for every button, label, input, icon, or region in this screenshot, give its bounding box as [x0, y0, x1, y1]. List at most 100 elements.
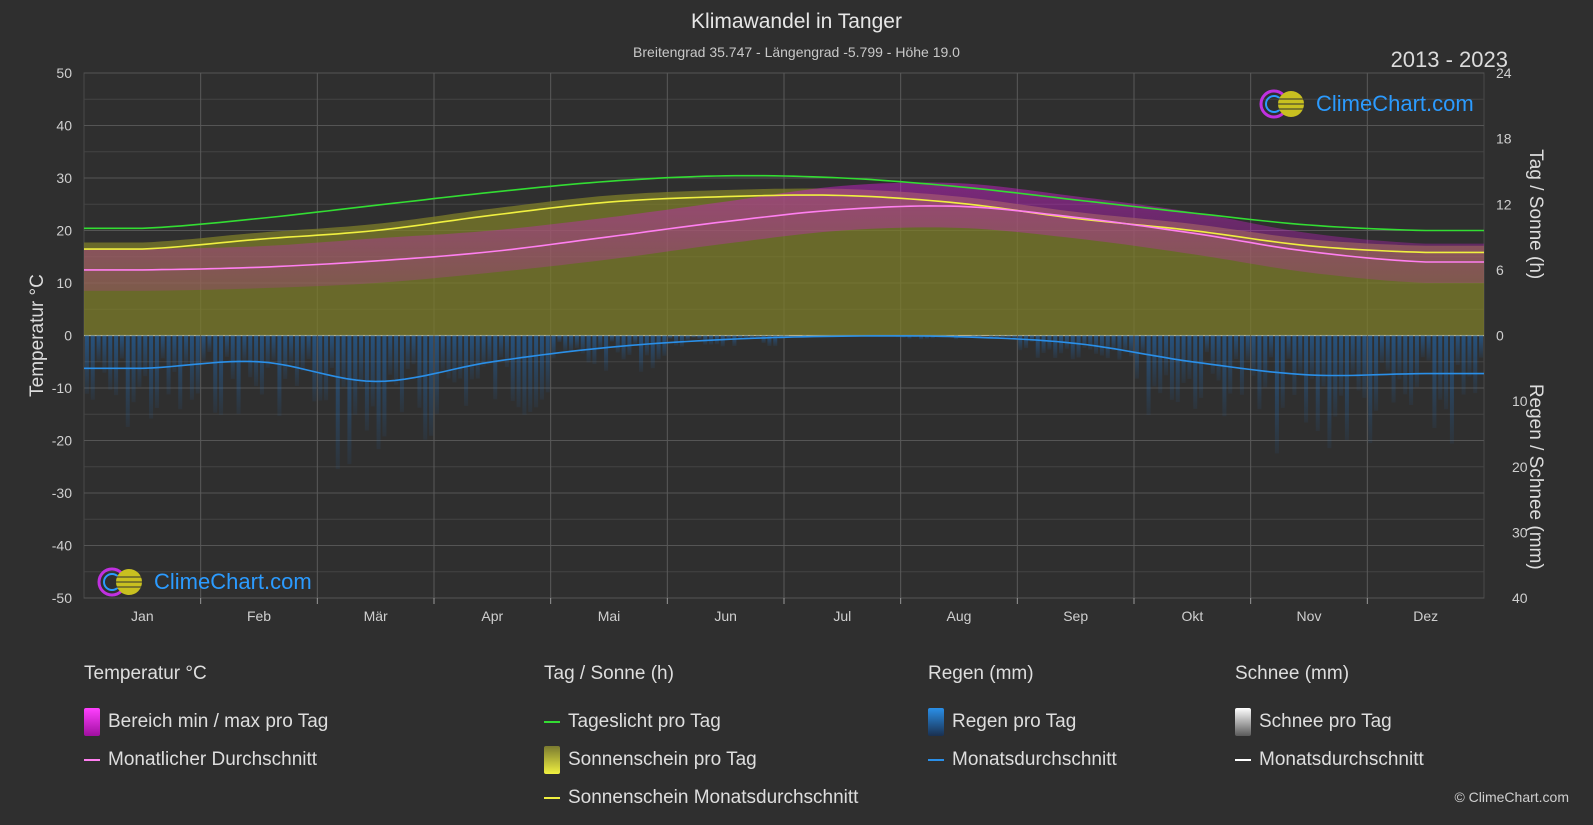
rain-bar	[977, 335, 982, 338]
rain-bar	[994, 335, 999, 338]
rain-bar	[580, 335, 585, 354]
rain-bar	[446, 335, 451, 379]
rain-bar	[172, 335, 177, 372]
rain-bar	[434, 335, 439, 414]
legend-item-rain-daily[interactable]: Regen pro Tag	[928, 703, 1117, 741]
rain-bar	[755, 335, 760, 338]
logo-bottom[interactable]: ClimeChart.com	[96, 566, 312, 598]
rain-bar	[1012, 335, 1017, 340]
rain-bar	[382, 335, 387, 437]
rain-bar	[528, 335, 533, 412]
rain-bar	[487, 335, 492, 365]
legend-rain-title: Regen (mm)	[928, 663, 1034, 684]
legend-label: Monatlicher Durchschnitt	[108, 749, 318, 770]
legend-label: Tageslicht pro Tag	[568, 711, 721, 732]
rain-bar	[685, 335, 690, 341]
rain-bar	[469, 335, 474, 380]
rain-bar	[1315, 335, 1320, 431]
legend-label: Sonnenschein pro Tag	[568, 749, 757, 770]
y-tick-label-right-sun: 12	[1496, 196, 1512, 212]
legend-item-snow-avg[interactable]: Monatsdurchschnitt	[1235, 741, 1424, 779]
rain-bar	[1216, 335, 1221, 381]
axes: 50 40 30 20 10 0 -10 -20 -30 -40 -50 Jan Feb Mär Apr Ma…	[27, 65, 1546, 624]
x-tick-label: Jun	[714, 608, 737, 624]
rain-bar	[1041, 335, 1046, 353]
rain-bar	[429, 335, 434, 436]
logo-top[interactable]: ClimeChart.com	[1258, 88, 1474, 120]
rain-bar	[1234, 335, 1239, 360]
rain-bar	[417, 335, 422, 408]
rain-bar	[1461, 335, 1466, 395]
rain-bar	[668, 335, 673, 339]
rain-bar	[1473, 335, 1478, 394]
legend-item-sunshine-avg[interactable]: Sonnenschein Monatsdurchschnitt	[544, 779, 858, 817]
rain-bar	[592, 335, 597, 365]
rain-bar	[1210, 335, 1215, 374]
legend-item-sunshine[interactable]: Sonnenschein pro Tag	[544, 741, 858, 779]
temperature-range-area	[84, 182, 1484, 291]
sunshine-avg-line	[84, 194, 1484, 254]
rain-bar	[1356, 335, 1361, 391]
y-tick-label-left: 30	[56, 170, 72, 186]
rain-bar	[411, 335, 416, 365]
rain-bar	[1059, 335, 1064, 354]
logo-icon	[1259, 89, 1304, 119]
rain-bar	[1152, 335, 1157, 387]
rain-bar	[265, 335, 270, 368]
legend-item-temp-avg[interactable]: Monatlicher Durchschnitt	[84, 741, 328, 779]
rain-bar	[1455, 335, 1460, 365]
rain-bar	[1409, 335, 1414, 405]
rain-bar	[475, 335, 480, 379]
rain-bar	[207, 335, 212, 353]
rain-bar	[108, 335, 113, 390]
x-tick-label: Jan	[131, 608, 154, 624]
rain-bar	[1105, 335, 1110, 359]
rain-bar	[312, 335, 317, 402]
legend-temperature-title: Temperatur °C	[84, 663, 207, 684]
rain-bar	[1029, 335, 1034, 342]
rain-bar	[259, 335, 264, 395]
legend-sun-title: Tag / Sonne (h)	[544, 663, 674, 684]
rain-bar	[1327, 335, 1332, 449]
rain-bar	[399, 335, 404, 413]
y-axis-title-right-rain: Regen / Schnee (mm)	[1525, 384, 1546, 570]
rain-bar	[749, 335, 754, 339]
rain-bar	[353, 335, 358, 415]
rain-bar	[452, 335, 457, 383]
legend-item-temp-range[interactable]: Bereich min / max pro Tag	[84, 703, 328, 741]
rain-bar	[271, 335, 276, 361]
rain-bar	[464, 335, 469, 406]
rain-bar	[481, 335, 486, 367]
rain-bar	[1228, 335, 1233, 394]
rain-bar	[662, 335, 667, 356]
rain-bar	[1350, 335, 1355, 374]
rain-bars	[84, 335, 1484, 470]
rain-bar	[1257, 335, 1262, 410]
x-tick-label: Okt	[1181, 608, 1203, 624]
temp-range-swatch	[84, 708, 100, 736]
rain-bar	[213, 335, 218, 413]
legend-item-rain-avg[interactable]: Monatsdurchschnitt	[928, 741, 1117, 779]
rain-swatch	[928, 708, 944, 736]
rain-bar	[539, 335, 544, 400]
legend-label: Schnee pro Tag	[1259, 711, 1392, 732]
rain-bar	[1175, 335, 1180, 403]
series-lines	[84, 174, 1484, 383]
rain-bar	[674, 335, 679, 346]
daylight-swatch	[544, 721, 560, 723]
legend-temperature: Temperatur °C Bereich min / max pro Tag …	[84, 663, 328, 779]
rain-bar	[499, 335, 504, 358]
legend-snow-title: Schnee (mm)	[1235, 663, 1350, 684]
rain-bar	[1140, 335, 1145, 354]
legend-label: Monatsdurchschnitt	[1259, 749, 1424, 770]
legend-item-daylight[interactable]: Tageslicht pro Tag	[544, 703, 858, 741]
rain-bar	[1158, 335, 1163, 394]
legend-item-snow-daily[interactable]: Schnee pro Tag	[1235, 703, 1424, 741]
rain-bar	[1403, 335, 1408, 395]
rain-bar	[767, 335, 772, 346]
rain-bar	[102, 335, 107, 373]
rain-bar	[1438, 335, 1443, 400]
rain-bar	[1298, 335, 1303, 375]
rain-bar	[306, 335, 311, 360]
logo-text: ClimeChart.com	[1316, 91, 1474, 116]
